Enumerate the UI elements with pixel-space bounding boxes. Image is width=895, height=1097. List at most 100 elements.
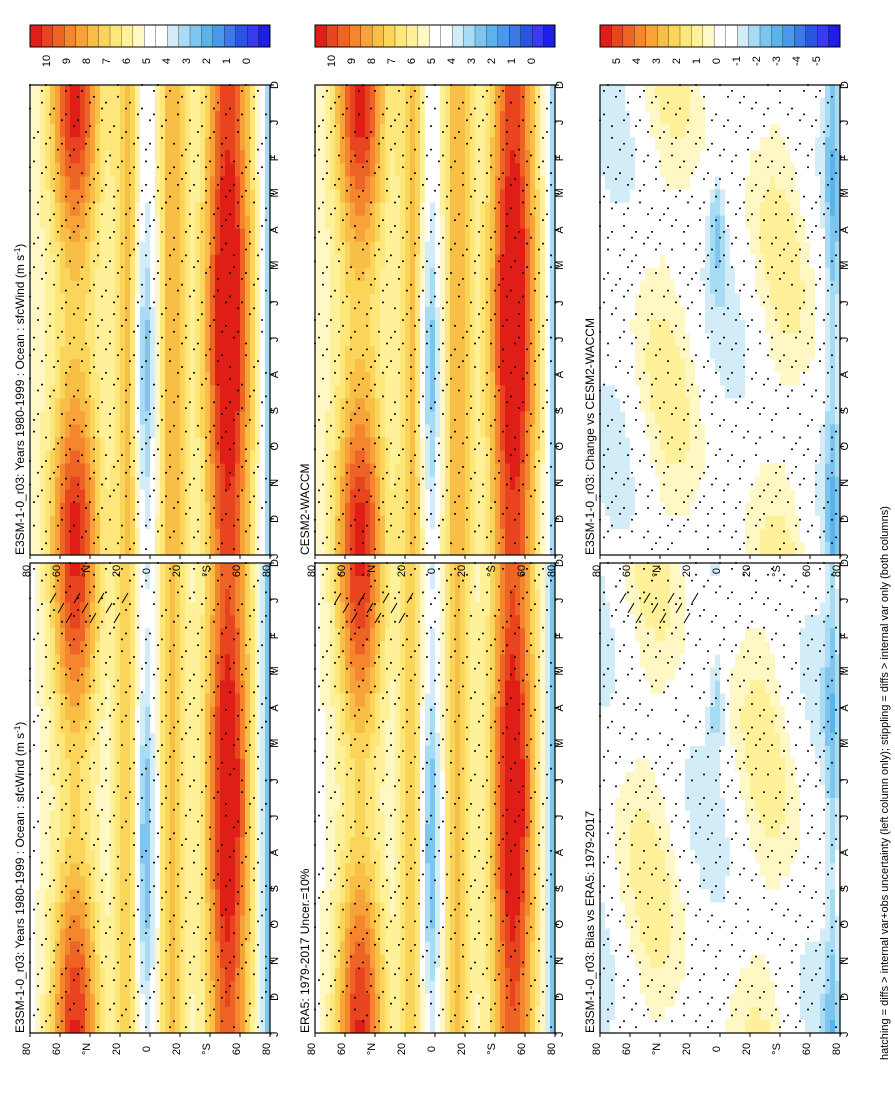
stipple-dot: [257, 360, 259, 362]
heatmap-cell: [210, 628, 216, 642]
heatmap-cell: [60, 529, 66, 543]
heatmap-cell: [100, 529, 106, 543]
heatmap-cell: [80, 111, 86, 125]
heatmap-cell: [145, 929, 151, 943]
heatmap-cell: [35, 641, 41, 655]
heatmap-cell: [245, 772, 251, 786]
heatmap-cell: [165, 529, 171, 543]
heatmap-cell: [200, 720, 206, 734]
heatmap-cell: [205, 477, 211, 491]
heatmap-cell: [140, 798, 146, 812]
stipple-dot: [189, 680, 191, 682]
heatmap-cell: [70, 889, 76, 903]
stipple-dot: [217, 873, 219, 875]
stipple-dot: [65, 113, 67, 115]
stipple-dot: [33, 525, 35, 527]
heatmap-cell: [215, 589, 221, 603]
heatmap-cell: [160, 667, 166, 681]
heatmap-cell: [80, 811, 86, 825]
stipple-dot: [165, 868, 167, 870]
heatmap-cell: [175, 451, 181, 465]
heatmap-cell: [70, 681, 76, 695]
heatmap-cell: [140, 477, 146, 491]
stipple-dot: [185, 489, 187, 491]
heatmap-cell: [135, 372, 141, 386]
heatmap-cell: [235, 385, 241, 399]
stipple-dot: [193, 184, 195, 186]
stipple-dot: [89, 956, 91, 958]
heatmap-cell: [205, 111, 211, 125]
heatmap-cell: [245, 333, 251, 347]
stipple-dot: [201, 685, 203, 687]
heatmap-cell: [255, 772, 261, 786]
heatmap-cell: [155, 137, 161, 151]
heatmap-cell: [330, 694, 336, 708]
heatmap-cell: [115, 281, 121, 295]
heatmap-cell: [150, 1020, 156, 1034]
heatmap-cell: [90, 137, 96, 151]
heatmap-cell: [130, 150, 136, 164]
heatmap-cell: [145, 464, 151, 478]
heatmap-cell: [260, 720, 266, 734]
heatmap-cell: [140, 602, 146, 616]
heatmap-cell: [325, 720, 331, 734]
heatmap-cell: [255, 589, 261, 603]
heatmap-cell: [260, 464, 266, 478]
heatmap-cell: [120, 255, 126, 269]
heatmap-cell: [175, 98, 181, 112]
heatmap-cell: [200, 1007, 206, 1021]
stipple-dot: [197, 343, 199, 345]
stipple-dot: [221, 178, 223, 180]
heatmap-cell: [130, 681, 136, 695]
heatmap-cell: [205, 615, 211, 629]
heatmap-cell: [120, 955, 126, 969]
stipple-dot: [157, 750, 159, 752]
heatmap-cell: [110, 137, 116, 151]
heatmap-cell: [50, 294, 56, 308]
stipple-dot: [229, 213, 231, 215]
heatmap-cell: [140, 424, 146, 438]
stipple-dot: [161, 207, 163, 209]
stipple-dot: [105, 956, 107, 958]
stipple-dot: [185, 431, 187, 433]
stipple-dot: [161, 231, 163, 233]
heatmap-cell: [145, 372, 151, 386]
heatmap-cell: [55, 333, 61, 347]
stipple-dot: [81, 838, 83, 840]
heatmap-cell: [320, 615, 326, 629]
stipple-dot: [177, 697, 179, 699]
stipple-dot: [125, 307, 127, 309]
heatmap-cell: [100, 176, 106, 190]
heatmap-cell: [80, 281, 86, 295]
heatmap-cell: [105, 333, 111, 347]
stipple-dot: [173, 1020, 175, 1022]
stipple-dot: [245, 272, 247, 274]
heatmap-cell: [315, 824, 321, 838]
heatmap-cell: [330, 707, 336, 721]
stipple-dot: [61, 973, 63, 975]
stipple-dot: [73, 638, 75, 640]
heatmap-cell: [200, 464, 206, 478]
stipple-dot: [233, 662, 235, 664]
heatmap-cell: [165, 255, 171, 269]
heatmap-cell: [185, 720, 191, 734]
heatmap-cell: [130, 811, 136, 825]
heatmap-cell: [235, 785, 241, 799]
heatmap-cell: [45, 229, 51, 243]
heatmap-cell: [30, 333, 36, 347]
heatmap-cell: [40, 681, 46, 695]
heatmap-cell: [175, 242, 181, 256]
heatmap-cell: [205, 602, 211, 616]
heatmap-cell: [225, 955, 231, 969]
footnote: hatching = diffs > internal var+obs unce…: [879, 506, 891, 1060]
heatmap-cell: [170, 968, 176, 982]
heatmap-cell: [220, 615, 226, 629]
stipple-dot: [45, 656, 47, 658]
stipple-dot: [217, 278, 219, 280]
heatmap-cell: [210, 111, 216, 125]
stipple-dot: [185, 231, 187, 233]
heatmap-cell: [155, 150, 161, 164]
heatmap-cell: [200, 628, 206, 642]
heatmap-cell: [125, 111, 131, 125]
heatmap-cell: [230, 307, 236, 321]
